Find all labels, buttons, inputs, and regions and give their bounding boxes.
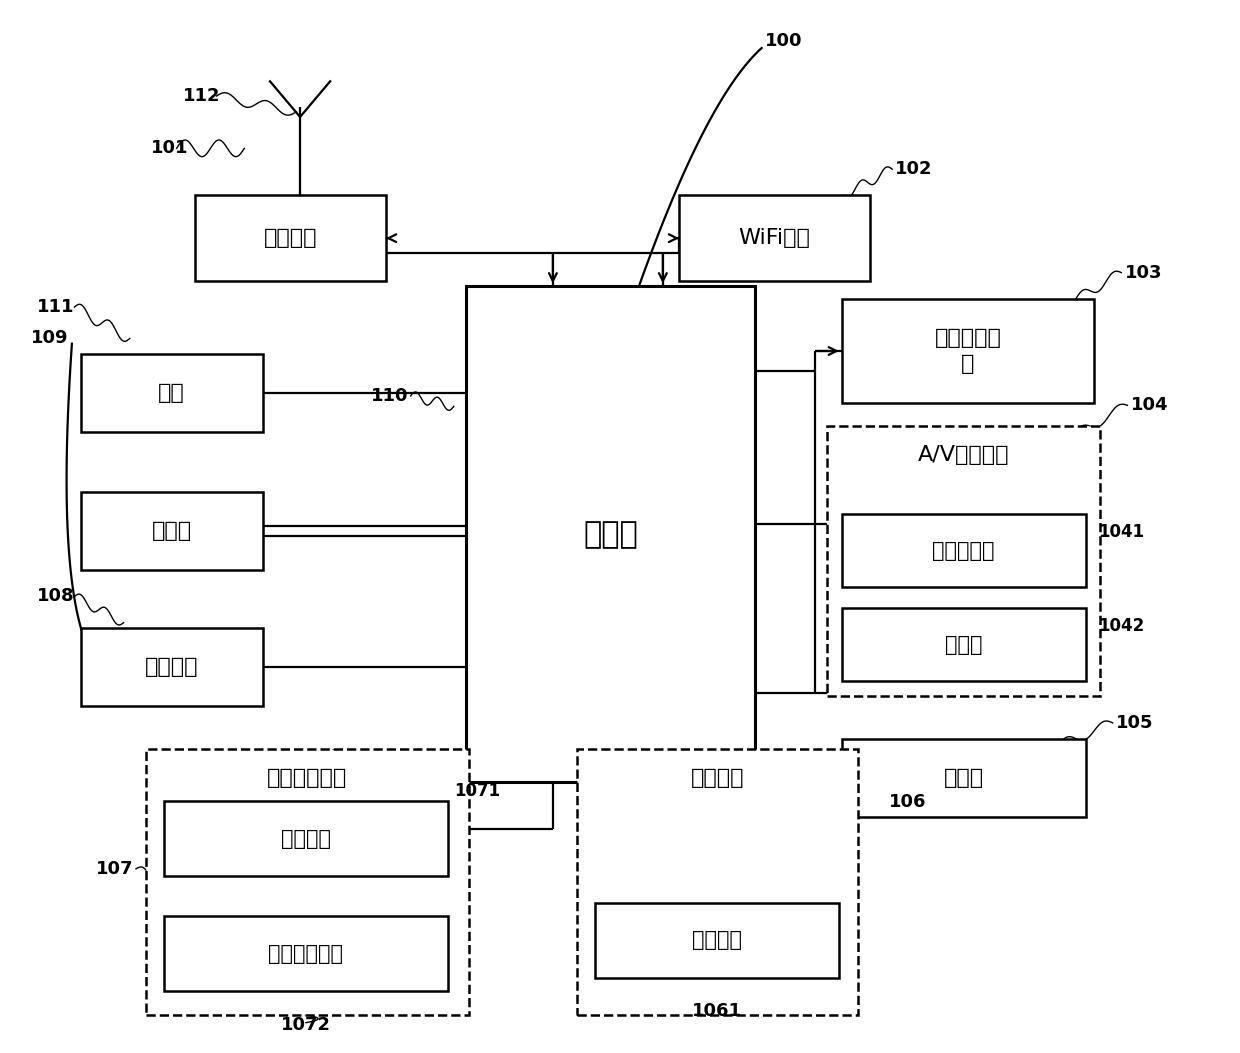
Text: 图形处理器: 图形处理器: [932, 540, 994, 560]
Bar: [466, 286, 755, 782]
Text: 麦克风: 麦克风: [945, 635, 982, 655]
Text: 1042: 1042: [1097, 617, 1145, 635]
Text: 接口单元: 接口单元: [145, 657, 198, 677]
Text: WiFi模块: WiFi模块: [739, 229, 811, 249]
Text: 触控面板: 触控面板: [281, 829, 331, 849]
Text: 1071: 1071: [454, 781, 500, 800]
Text: 用户输入单元: 用户输入单元: [267, 768, 347, 788]
Bar: [595, 902, 839, 978]
Text: 103: 103: [1125, 263, 1162, 281]
Text: 112: 112: [184, 87, 221, 105]
Bar: [842, 608, 1085, 681]
Text: 106: 106: [889, 793, 926, 811]
Text: 105: 105: [1116, 714, 1154, 732]
Text: 108: 108: [37, 588, 74, 605]
Text: 111: 111: [37, 298, 74, 316]
Bar: [164, 801, 448, 876]
Text: 102: 102: [895, 160, 932, 178]
Bar: [81, 628, 263, 707]
Bar: [81, 354, 263, 433]
Text: 110: 110: [371, 386, 408, 405]
Text: 109: 109: [31, 330, 68, 347]
Bar: [195, 196, 386, 281]
Text: 1072: 1072: [281, 1016, 331, 1034]
Text: 存储器: 存储器: [151, 521, 192, 541]
Bar: [680, 196, 870, 281]
Text: 射频单元: 射频单元: [264, 229, 317, 249]
Text: 100: 100: [765, 32, 802, 49]
Bar: [842, 738, 1085, 817]
Text: 1061: 1061: [692, 1002, 743, 1020]
Text: 传感器: 传感器: [944, 768, 983, 788]
Bar: [146, 749, 469, 1015]
Bar: [164, 916, 448, 991]
Text: 104: 104: [1131, 396, 1168, 414]
Bar: [577, 749, 858, 1015]
Text: 1041: 1041: [1097, 523, 1145, 541]
Bar: [842, 299, 1094, 403]
Text: 101: 101: [151, 139, 188, 157]
Bar: [827, 426, 1100, 696]
Text: 107: 107: [95, 860, 134, 878]
Bar: [842, 514, 1085, 588]
Bar: [81, 492, 263, 571]
Text: 其他输入设备: 其他输入设备: [268, 943, 343, 963]
Text: 显示单元: 显示单元: [691, 768, 744, 788]
Text: 显示面板: 显示面板: [692, 930, 743, 950]
Text: A/V输入单元: A/V输入单元: [918, 445, 1009, 465]
Text: 电源: 电源: [159, 383, 185, 403]
Text: 音频输出单
元: 音频输出单 元: [935, 327, 1002, 374]
Text: 处理器: 处理器: [583, 520, 639, 549]
